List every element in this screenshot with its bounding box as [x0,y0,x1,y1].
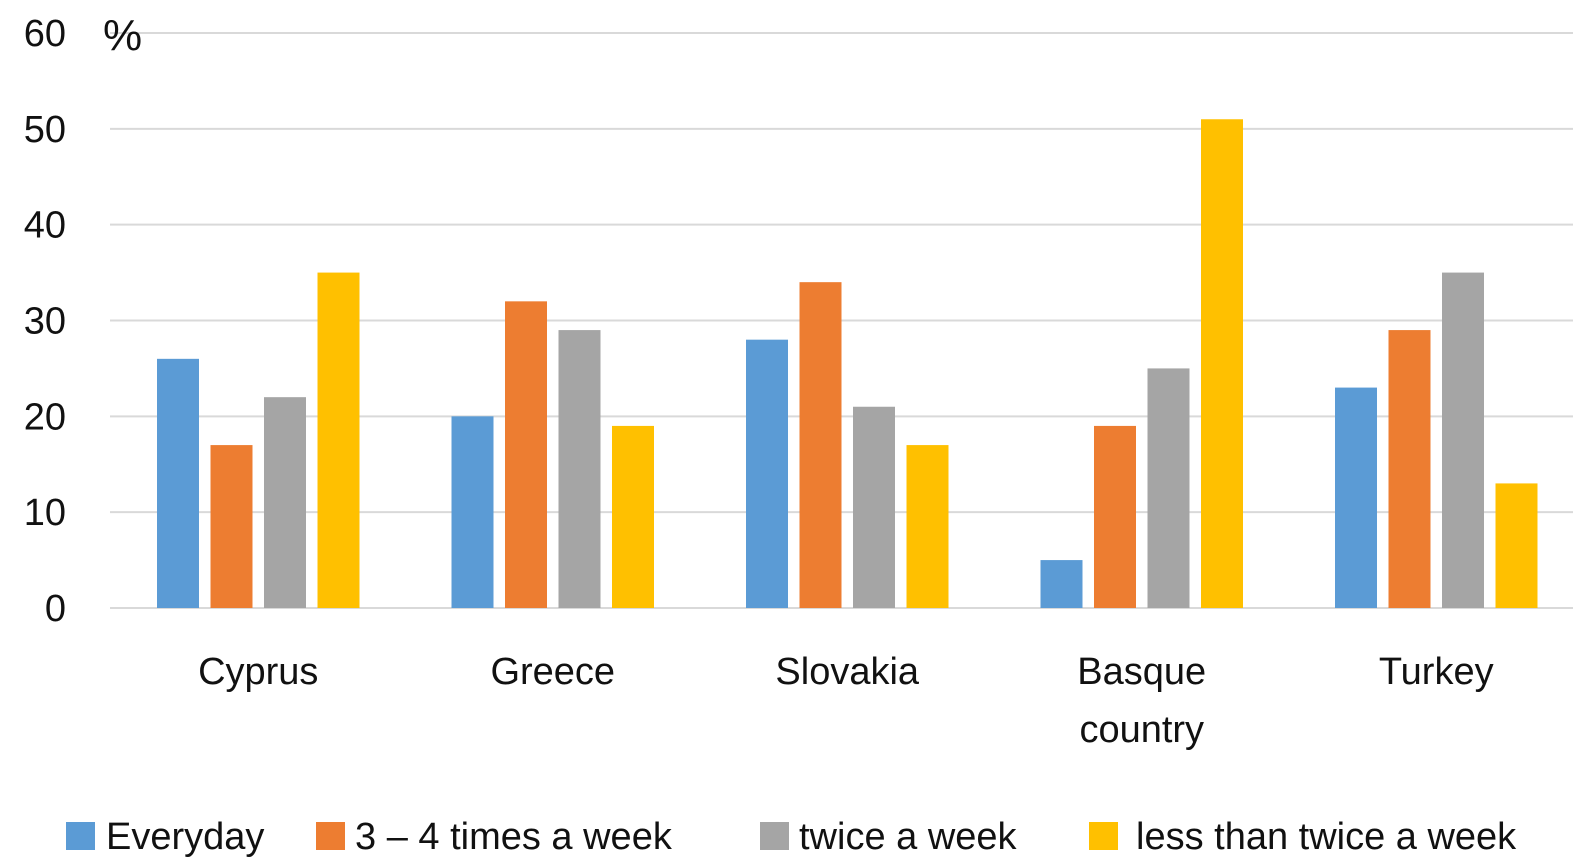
y-axis-unit-label: % [103,11,142,60]
y-tick-label: 60 [24,13,66,55]
bar [1442,272,1484,608]
bar [1388,330,1431,608]
x-axis-categories: Cyprus Greece Slovakia Basque country Turkey [198,651,1494,751]
x-category-label: Slovakia [775,651,919,693]
bar [1040,560,1083,608]
legend-swatch [1089,822,1118,850]
bar [1094,425,1136,608]
legend-swatch [66,822,95,850]
bar [1335,387,1377,608]
y-tick-label: 40 [24,205,66,247]
bar [505,301,547,608]
legend-item: 3 – 4 times a week [316,816,673,858]
bar [906,445,949,608]
legend-label: Everyday [106,816,264,858]
bar [210,445,253,608]
y-tick-label: 30 [24,301,66,343]
x-category-label: Turkey [1379,651,1494,693]
y-axis-ticks: 0 10 20 30 40 50 60 [24,13,66,630]
y-tick-label: 0 [45,588,66,630]
bar [1495,483,1538,608]
legend-swatch [316,822,345,850]
bar [317,272,360,608]
y-tick-label: 50 [24,109,66,151]
bar [799,282,842,608]
legend-swatch [760,822,789,850]
bar [1147,368,1190,608]
x-category-label: Basque country [1077,651,1206,751]
legend-label: 3 – 4 times a week [355,816,673,858]
bar [451,416,494,608]
y-tick-label: 20 [24,396,66,438]
y-tick-label: 10 [24,492,66,534]
bars [157,119,1538,608]
bar [157,358,199,608]
bar [612,425,654,608]
bar [853,406,895,608]
x-category-label: Greece [490,651,615,693]
legend-item: less than twice a week [1089,816,1517,858]
bar [746,339,788,608]
legend-label: twice a week [799,816,1018,858]
x-category-label: Cyprus [198,651,318,693]
bar [558,330,601,608]
legend: Everyday 3 – 4 times a week twice a week le… [66,816,1517,858]
legend-item: Everyday [66,816,264,858]
bar [264,397,306,608]
legend-item: twice a week [760,816,1018,858]
legend-label: less than twice a week [1136,816,1517,858]
bar [1201,119,1243,608]
